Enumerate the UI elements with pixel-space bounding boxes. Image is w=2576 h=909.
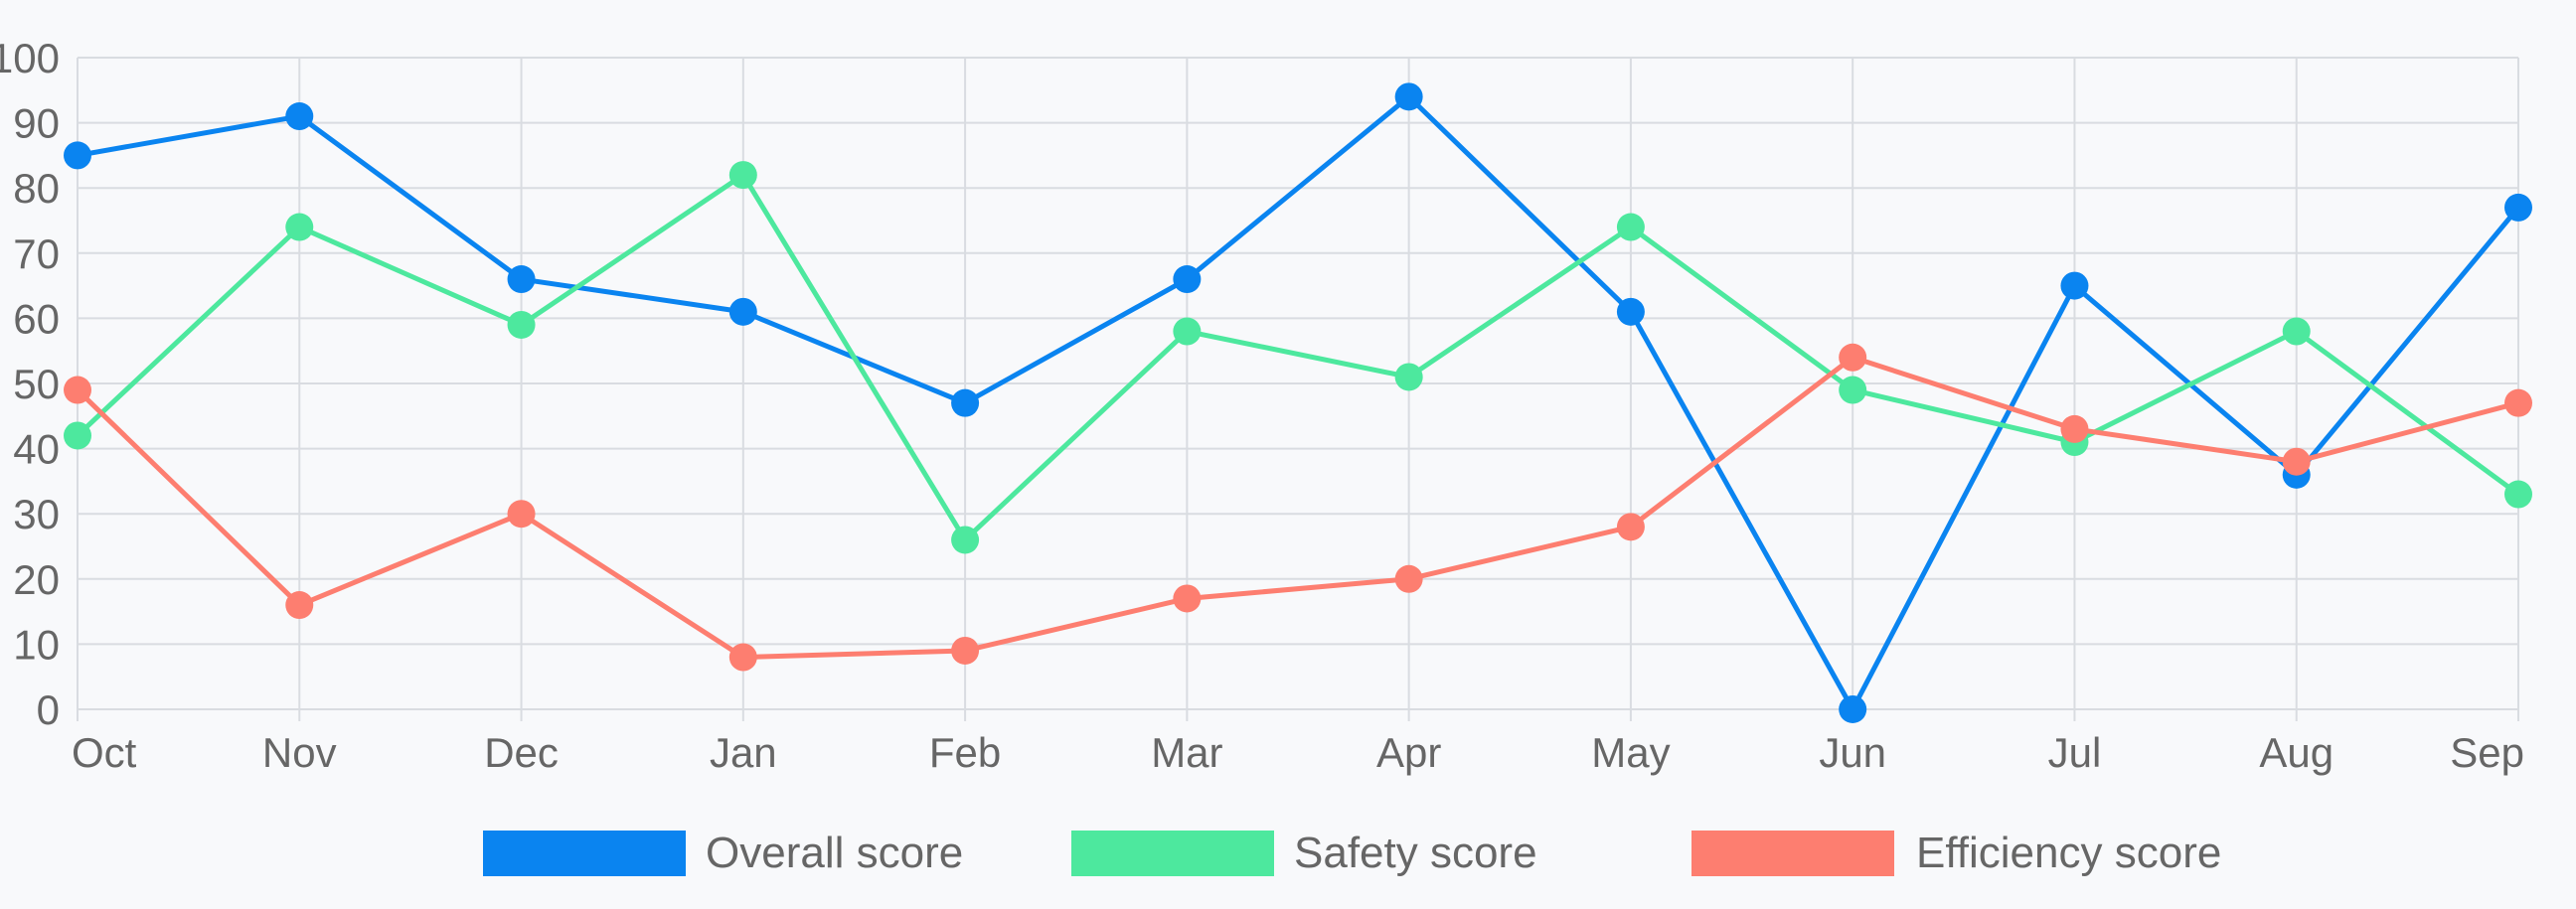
legend: Overall score Safety score Efficiency scor… <box>483 829 2221 877</box>
legend-swatch <box>1071 831 1274 876</box>
y-tick-label: 50 <box>13 361 60 407</box>
x-tick-label: Aug <box>2259 729 2334 776</box>
data-point-safety-score[interactable] <box>728 161 757 190</box>
grid-layer <box>77 57 2519 721</box>
legend-label: Overall score <box>706 829 963 877</box>
data-point-efficiency-score[interactable] <box>2060 414 2089 443</box>
y-tick-label: 20 <box>13 556 60 603</box>
data-point-safety-score[interactable] <box>1839 376 1867 404</box>
data-point-efficiency-score[interactable] <box>951 636 980 665</box>
x-tick-label: Nov <box>262 729 337 776</box>
data-point-overall-score[interactable] <box>1839 695 1867 723</box>
data-point-overall-score[interactable] <box>951 388 980 417</box>
y-tick-label: 30 <box>13 491 60 537</box>
data-point-efficiency-score[interactable] <box>64 376 91 404</box>
data-point-safety-score[interactable] <box>951 526 980 554</box>
x-tick-label: Jan <box>710 729 777 776</box>
data-point-overall-score[interactable] <box>2060 271 2089 300</box>
x-tick-label: Mar <box>1151 729 1222 776</box>
data-point-efficiency-score[interactable] <box>2504 388 2532 417</box>
legend-swatch <box>1691 831 1894 876</box>
data-point-safety-score[interactable] <box>1173 317 1202 346</box>
data-point-overall-score[interactable] <box>1394 82 1423 111</box>
data-point-overall-score[interactable] <box>285 102 314 131</box>
x-tick-label: Sep <box>2450 729 2524 776</box>
legend-item-safety-score[interactable]: Safety score <box>1071 829 1537 877</box>
y-tick-label: 100 <box>0 35 60 81</box>
data-point-efficiency-score[interactable] <box>1173 584 1202 613</box>
legend-item-efficiency-score[interactable]: Efficiency score <box>1691 829 2221 877</box>
x-tick-label: Jul <box>2048 729 2102 776</box>
data-point-overall-score[interactable] <box>1173 265 1202 294</box>
x-tick-label: Feb <box>929 729 1001 776</box>
data-point-efficiency-score[interactable] <box>728 643 757 672</box>
series-line-safety-score <box>75 172 2521 542</box>
data-point-overall-score[interactable] <box>2504 193 2532 222</box>
y-tick-label: 70 <box>13 230 60 277</box>
data-point-safety-score[interactable] <box>64 421 91 450</box>
y-tick-label: 0 <box>37 686 60 733</box>
data-point-efficiency-score[interactable] <box>2282 447 2311 476</box>
legend-label: Efficiency score <box>1916 829 2221 877</box>
series-layer <box>64 82 2532 723</box>
data-point-overall-score[interactable] <box>728 297 757 326</box>
data-point-efficiency-score[interactable] <box>285 591 314 620</box>
data-point-safety-score[interactable] <box>285 213 314 241</box>
axis-layer: 0 10 20 30 40 50 60 70 80 90 100 Oct Nov Dec Jan Feb Mar… <box>0 35 2524 776</box>
data-point-efficiency-score[interactable] <box>1616 513 1645 541</box>
x-tick-label: Apr <box>1376 729 1441 776</box>
y-tick-label: 90 <box>13 100 60 147</box>
x-tick-label: Dec <box>484 729 559 776</box>
data-point-safety-score[interactable] <box>1616 213 1645 241</box>
data-point-safety-score[interactable] <box>1394 363 1423 391</box>
data-point-safety-score[interactable] <box>507 310 536 339</box>
y-tick-label: 10 <box>13 621 60 668</box>
y-tick-label: 80 <box>13 165 60 212</box>
data-point-overall-score[interactable] <box>64 141 91 170</box>
data-point-overall-score[interactable] <box>507 265 536 294</box>
series-efficiency-score <box>64 343 2532 672</box>
data-point-efficiency-score[interactable] <box>1394 564 1423 593</box>
data-point-efficiency-score[interactable] <box>507 500 536 529</box>
series-line-efficiency-score <box>75 355 2521 661</box>
series-line-overall-score <box>75 93 2521 712</box>
y-tick-label: 60 <box>13 295 60 342</box>
data-point-efficiency-score[interactable] <box>1839 343 1867 372</box>
x-tick-label: Oct <box>72 729 137 776</box>
data-point-safety-score[interactable] <box>2282 317 2311 346</box>
legend-item-overall-score[interactable]: Overall score <box>483 829 963 877</box>
data-point-overall-score[interactable] <box>1616 297 1645 326</box>
data-point-safety-score[interactable] <box>2504 480 2532 509</box>
x-tick-label: Jun <box>1819 729 1886 776</box>
y-tick-label: 40 <box>13 426 60 473</box>
legend-label: Safety score <box>1294 829 1537 877</box>
series-overall-score <box>64 82 2532 723</box>
x-tick-label: May <box>1591 729 1670 776</box>
legend-swatch <box>483 831 686 876</box>
